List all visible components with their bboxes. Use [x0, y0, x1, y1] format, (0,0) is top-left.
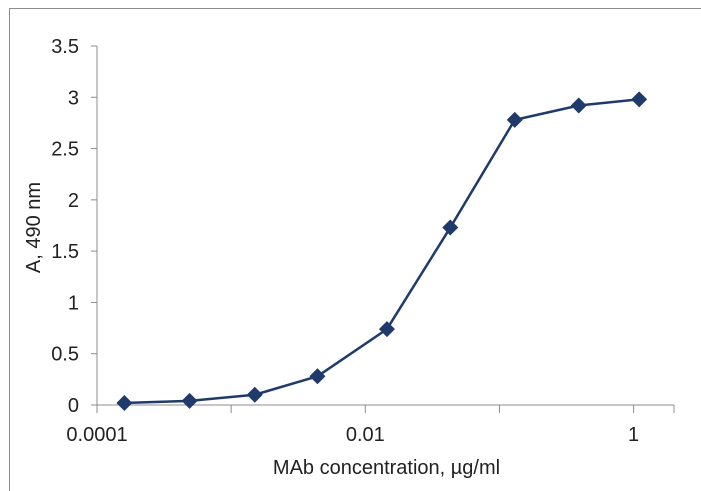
- data-point-diamond: [116, 394, 133, 411]
- x-tick-label: 0.01: [346, 424, 385, 446]
- y-axis: 0 0.5 1 1.5 2 2.5 3 3.5: [51, 36, 98, 417]
- data-point-diamond: [246, 386, 263, 403]
- y-tick-label: 2: [68, 190, 79, 212]
- y-tick-label: 3.5: [51, 36, 79, 58]
- y-tick-label: 1: [68, 292, 79, 314]
- y-axis-title: A, 490 nm: [23, 182, 45, 273]
- y-tick-label: 3: [68, 87, 79, 109]
- y-tick-label: 0.5: [51, 344, 79, 366]
- series-line: [124, 98, 640, 405]
- data-point-diamond: [442, 219, 459, 236]
- data-point-diamond: [506, 111, 523, 128]
- data-point-diamond: [570, 97, 587, 114]
- x-tick-label: 0.0001: [66, 424, 127, 446]
- x-tick-label: 1: [628, 424, 639, 446]
- plot-area: [116, 91, 648, 411]
- data-point-diamond: [378, 321, 395, 338]
- data-point-diamond: [309, 368, 326, 385]
- data-point-diamond: [631, 91, 648, 108]
- y-tick-label: 0: [68, 395, 79, 417]
- data-point-diamond: [181, 392, 198, 409]
- x-axis: 0.0001 0.01 1: [66, 404, 675, 446]
- x-axis-title: MAb concentration, µg/ml: [273, 457, 500, 479]
- y-tick-label: 1.5: [51, 241, 79, 263]
- y-tick-label: 2.5: [51, 139, 79, 161]
